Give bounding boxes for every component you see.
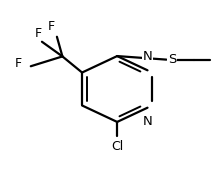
Text: N: N xyxy=(142,50,152,63)
Text: S: S xyxy=(168,53,176,66)
Text: F: F xyxy=(48,20,55,33)
Text: S: S xyxy=(168,53,176,66)
Text: F: F xyxy=(35,27,42,40)
Text: F: F xyxy=(15,57,22,70)
Text: N: N xyxy=(142,115,152,128)
Text: F: F xyxy=(15,57,22,70)
Text: F: F xyxy=(48,20,55,33)
Text: Cl: Cl xyxy=(111,140,123,153)
Text: N: N xyxy=(142,115,152,128)
Text: N: N xyxy=(142,50,152,63)
Text: F: F xyxy=(35,27,42,40)
Text: Cl: Cl xyxy=(111,140,123,153)
